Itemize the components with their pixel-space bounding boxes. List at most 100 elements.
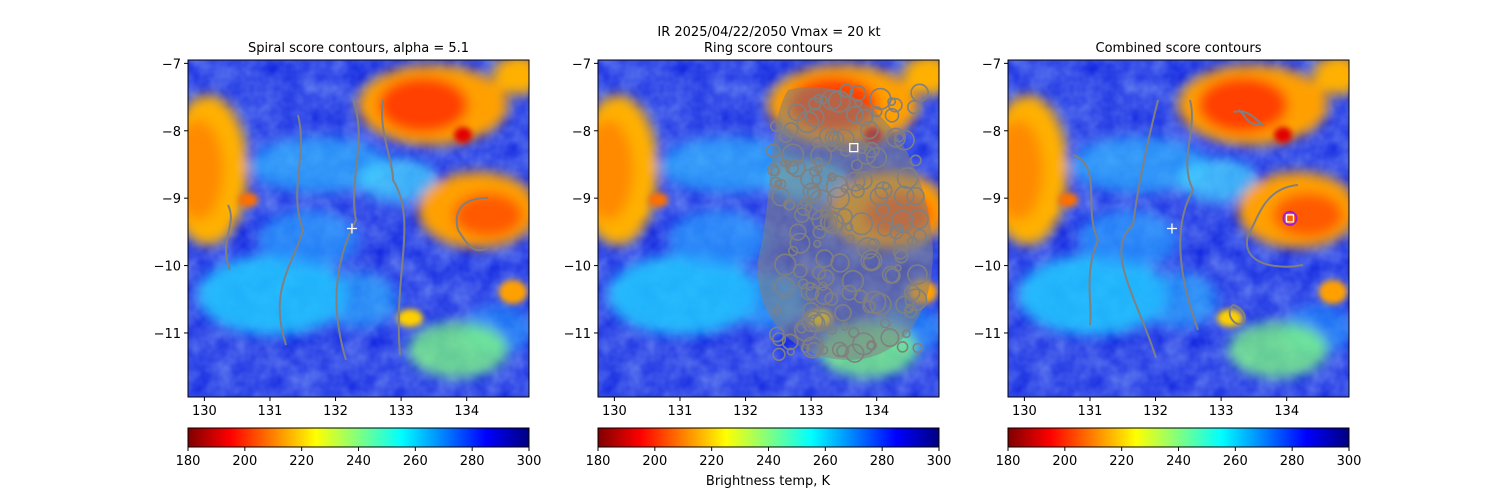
- y-tick-label: −8: [572, 125, 591, 140]
- contour-line: [909, 154, 922, 167]
- contour-line: [773, 276, 795, 298]
- x-tick-label: 134: [864, 404, 889, 419]
- contour-line: [455, 197, 489, 252]
- colorbar-tick-label: 220: [699, 454, 724, 469]
- contour-line: [787, 103, 807, 122]
- colorbar-gradient: [597, 427, 940, 448]
- contour-line: [802, 182, 821, 201]
- contour-line: [902, 329, 911, 339]
- contour-line: [881, 265, 900, 284]
- plot-frame: [187, 59, 530, 398]
- contour-line: [845, 105, 864, 124]
- contour-line: [845, 343, 865, 363]
- colorbar-tick-label: 300: [517, 454, 542, 469]
- contour-line: [863, 141, 880, 159]
- x-tick-label: 133: [389, 404, 414, 419]
- panel-title: Spiral score contours, alpha = 5.1: [248, 41, 469, 56]
- contour-line: [787, 245, 799, 257]
- contour-line: [783, 159, 792, 169]
- contour-line: [862, 299, 876, 314]
- contour-line: [787, 159, 806, 178]
- contour-line: [769, 120, 782, 132]
- contour-line: [907, 264, 928, 285]
- contour-line: [772, 347, 786, 362]
- y-tick-label: −7: [982, 57, 1001, 72]
- panel-2: Ring score contours 130 131 132 133 134 −7 −8 −9…: [564, 41, 952, 469]
- contour-line: [871, 106, 883, 118]
- contour-line: [769, 176, 782, 188]
- contour-line: [817, 269, 835, 287]
- contour-line: [225, 204, 232, 271]
- contour-line: [840, 322, 849, 331]
- contour-line: [781, 333, 799, 351]
- contour-line: [786, 347, 795, 356]
- contour-line: [875, 202, 890, 217]
- contour-line: [766, 163, 780, 177]
- contour-line: [885, 127, 906, 148]
- colorbar-tick-label: 240: [756, 454, 781, 469]
- x-tick-label: 130: [192, 404, 217, 419]
- contour-line: [880, 328, 900, 348]
- contour-line: [768, 326, 785, 343]
- contour-line: [811, 265, 827, 280]
- contour-line: [827, 325, 838, 335]
- contour-line: [866, 341, 876, 351]
- score-contours: [757, 83, 933, 363]
- contour-line: [836, 208, 853, 225]
- satellite-image: [988, 55, 1363, 397]
- contour-line: [808, 97, 822, 111]
- contour-line: [903, 304, 918, 319]
- contour-line: [796, 200, 812, 217]
- contour-line: [865, 147, 888, 169]
- x-tick-label: 131: [258, 404, 283, 419]
- contour-line: [848, 326, 860, 339]
- contour-line: [896, 340, 909, 353]
- contour-line: [862, 252, 881, 271]
- contour-line: [381, 99, 406, 356]
- y-tick-label: −10: [974, 260, 1001, 275]
- contour-line: [789, 223, 807, 241]
- contour-line: [904, 303, 915, 314]
- max-score-circle-marker: [1282, 210, 1298, 226]
- contour-line: [841, 284, 858, 301]
- x-tick-label: 134: [454, 404, 479, 419]
- contour-line: [874, 181, 893, 200]
- panel-title: Ring score contours: [704, 41, 833, 56]
- plot-frame: [597, 59, 940, 398]
- contour-line: [887, 97, 897, 107]
- contour-line: [773, 306, 782, 315]
- contour-line: [820, 210, 844, 234]
- colorbar-tick-label: 200: [1052, 454, 1077, 469]
- contour-line: [278, 114, 305, 346]
- colorbar-tick-label: 280: [460, 454, 485, 469]
- contour-line: [793, 207, 810, 224]
- score-contours: [225, 99, 489, 361]
- x-tick-label: 131: [668, 404, 693, 419]
- contour-line: [906, 236, 918, 248]
- contour-line: [904, 288, 928, 312]
- colorbar-tick-label: 220: [289, 454, 314, 469]
- y-tick-label: −8: [982, 125, 1001, 140]
- colorbar-tick-label: 260: [813, 454, 838, 469]
- contour-line: [908, 209, 929, 230]
- y-tick-label: −10: [564, 260, 591, 275]
- contour-line: [800, 281, 820, 301]
- contour-line: [806, 342, 821, 357]
- contour-line: [766, 143, 781, 159]
- colorbar-tick-label: 260: [403, 454, 428, 469]
- y-tick-label: −10: [154, 260, 181, 275]
- contour-line: [827, 172, 837, 182]
- contour-line: [1232, 109, 1267, 127]
- y-tick-label: −11: [974, 327, 1001, 342]
- contour-line: [860, 249, 883, 272]
- contour-line: [774, 253, 797, 276]
- colorbar-tick-label: 180: [176, 454, 201, 469]
- y-tick-label: −7: [572, 57, 591, 72]
- colorbar-tick-label: 180: [586, 454, 611, 469]
- contour-line: [849, 84, 867, 102]
- contour-line: [893, 129, 915, 151]
- contour-line: [804, 201, 824, 221]
- y-tick-label: −11: [154, 327, 181, 342]
- colorbar-gradient: [1007, 427, 1350, 448]
